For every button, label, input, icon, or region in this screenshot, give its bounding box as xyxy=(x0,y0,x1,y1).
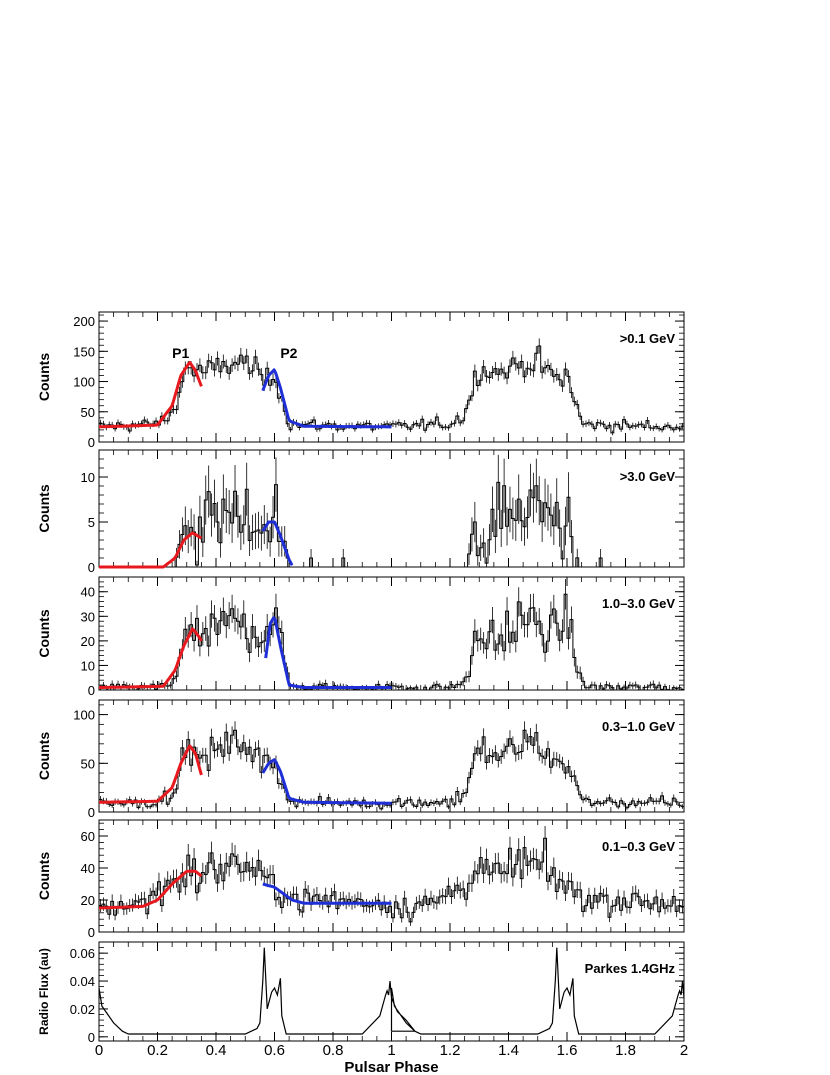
y-tick-label: 200 xyxy=(73,314,95,329)
panel-label: 0.3–1.0 GeV xyxy=(602,719,675,734)
y-tick-label: 0.06 xyxy=(70,946,95,961)
y-tick-label: 5 xyxy=(88,515,95,530)
y-tick-label: 40 xyxy=(81,861,95,876)
x-tick-label: 1.6 xyxy=(557,1042,578,1059)
x-tick-label: 1.4 xyxy=(498,1042,519,1059)
panel-4: 0 50 100 Counts 0.3–1.0 GeV xyxy=(36,699,685,820)
y-tick-label: 0.02 xyxy=(70,1002,95,1017)
y-tick-label: 50 xyxy=(81,405,95,420)
y-tick-label: 0 xyxy=(88,925,95,940)
fit-curve-p1 xyxy=(98,361,203,429)
x-tick-label: 0 xyxy=(95,1042,103,1059)
y-axis-label: Radio Flux (au) xyxy=(37,948,51,1035)
y-axis-label: Counts xyxy=(36,353,52,401)
x-tick-label: 0.4 xyxy=(206,1042,227,1059)
panel-5: 0 20 40 60 Counts 0.1–0.3 GeV xyxy=(36,819,685,940)
panel-label: >0.1 GeV xyxy=(620,331,676,346)
x-tick-label: 1.2 xyxy=(440,1042,461,1059)
y-tick-label: 0 xyxy=(88,435,95,450)
y-tick-label: 30 xyxy=(81,609,95,624)
y-axis-label: Counts xyxy=(36,852,52,900)
fit-curve-p2 xyxy=(261,368,392,429)
y-axis-label: Counts xyxy=(36,732,52,780)
y-tick-label: 0 xyxy=(88,683,95,698)
data-histogram xyxy=(99,837,684,923)
fit-curve-p2 xyxy=(262,882,392,905)
x-tick-label: 2 xyxy=(680,1042,688,1059)
plot-frame xyxy=(98,449,685,568)
data-histogram xyxy=(99,729,684,810)
y-axis-label: Counts xyxy=(36,609,52,657)
y-tick-label: 0 xyxy=(88,560,95,575)
x-tick-label: 0.2 xyxy=(147,1042,168,1059)
panel-1: 0 50 100 150 200 Counts >0.1 GeV P1 P2 xyxy=(36,311,685,450)
y-tick-label: 100 xyxy=(73,708,95,723)
data-histogram xyxy=(99,481,684,568)
fit-curve-p2 xyxy=(261,758,392,805)
y-tick-label: 10 xyxy=(81,658,95,673)
y-tick-label: 150 xyxy=(73,344,95,359)
x-tick-label: 0.6 xyxy=(264,1042,285,1059)
x-tick-label: 1.8 xyxy=(615,1042,636,1059)
y-tick-label: 40 xyxy=(81,585,95,600)
y-tick-label: 50 xyxy=(81,756,95,771)
x-tick-label: 0.8 xyxy=(323,1042,344,1059)
y-tick-label: 0 xyxy=(88,805,95,820)
panel-3: 0 10 20 30 40 Counts 1.0–3.0 GeV xyxy=(36,576,685,698)
y-tick-label: 20 xyxy=(81,893,95,908)
panel-label: Parkes 1.4GHz xyxy=(585,961,676,976)
panel-2: 0 5 10 Counts >3.0 GeV xyxy=(36,449,685,575)
y-tick-label: 0 xyxy=(88,1030,95,1045)
y-tick-label: 100 xyxy=(73,375,95,390)
fit-curve-p1 xyxy=(98,531,203,569)
y-tick-label: 10 xyxy=(81,470,95,485)
peak-label-p1: P1 xyxy=(172,345,189,361)
radio-profile-line xyxy=(98,947,685,1035)
x-tick-label: 1 xyxy=(387,1042,395,1059)
panel-6: 0 0.02 0.04 0.06 Radio Flux (au) Parkes 1.4GH… xyxy=(37,941,688,1075)
fit-curve-p2 xyxy=(264,616,392,689)
fit-curve-p1 xyxy=(98,744,203,804)
peak-label-p2: P2 xyxy=(280,345,297,361)
fit-curve-p2 xyxy=(261,520,294,566)
fit-curve-p1 xyxy=(98,869,203,910)
fit-curve-p1 xyxy=(98,627,203,689)
panel-label: >3.0 GeV xyxy=(620,469,676,484)
y-axis-label: Counts xyxy=(36,484,52,532)
data-histogram xyxy=(99,593,684,691)
x-axis-label: Pulsar Phase xyxy=(344,1059,438,1075)
y-tick-label: 20 xyxy=(81,634,95,649)
panel-label: 1.0–3.0 GeV xyxy=(602,596,675,611)
y-tick-label: 0.04 xyxy=(70,974,95,989)
panel-label: 0.1–0.3 GeV xyxy=(602,839,675,854)
y-tick-label: 60 xyxy=(81,829,95,844)
